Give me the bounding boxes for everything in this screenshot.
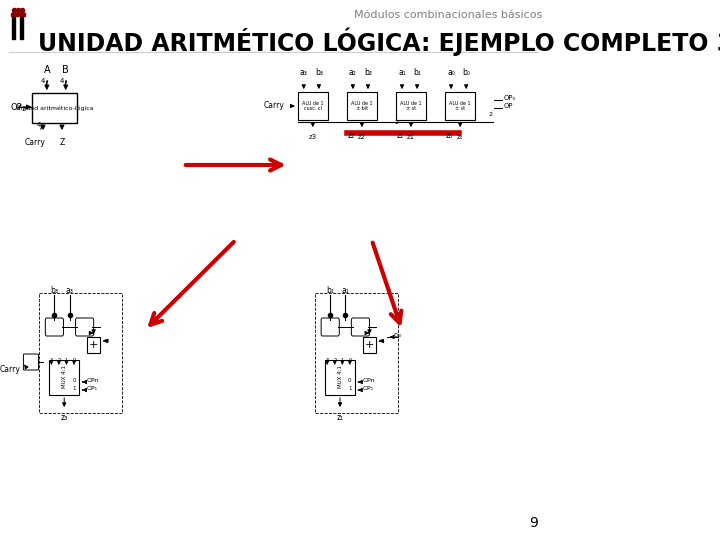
Text: B: B	[63, 65, 69, 75]
Bar	[347, 92, 377, 120]
Text: 2: 2	[22, 106, 26, 112]
Text: a₁: a₁	[398, 68, 406, 77]
Text: a₂: a₂	[349, 68, 357, 77]
Text: z₁: z₁	[336, 413, 343, 422]
Text: b₃: b₃	[315, 68, 323, 77]
Bar	[40, 293, 122, 413]
Text: 1: 1	[72, 386, 76, 391]
Text: Z: Z	[59, 138, 65, 147]
Text: 2: 2	[395, 120, 398, 125]
Bar	[12, 17, 15, 39]
Text: z3: z3	[309, 134, 317, 140]
Text: b₃: b₃	[50, 286, 58, 295]
Text: z₀: z₀	[457, 134, 464, 140]
Text: b₂: b₂	[364, 68, 372, 77]
Text: OPn: OPn	[87, 378, 99, 383]
Text: MUX 4:1: MUX 4:1	[62, 366, 67, 388]
Text: 0: 0	[73, 358, 76, 363]
Text: OP₁: OP₁	[87, 386, 98, 391]
Text: b₁: b₁	[413, 68, 421, 77]
Text: 2: 2	[58, 358, 60, 363]
Text: 1: 1	[348, 386, 351, 391]
Text: +: +	[89, 340, 99, 350]
Text: a₁: a₁	[341, 286, 349, 295]
Bar	[445, 92, 475, 120]
Text: 1: 1	[341, 358, 344, 363]
Text: z₂: z₂	[348, 131, 355, 140]
Text: b₁: b₁	[326, 286, 334, 295]
Text: a₃: a₃	[66, 286, 73, 295]
Text: 0: 0	[348, 378, 351, 383]
Text: OP₁: OP₁	[363, 386, 374, 391]
Text: Carry: Carry	[264, 102, 285, 111]
Text: z2: z2	[358, 134, 366, 140]
Text: 2: 2	[333, 358, 336, 363]
Text: Carry: Carry	[25, 138, 46, 147]
Text: 0: 0	[348, 358, 351, 363]
Bar	[19, 17, 22, 39]
Text: 0: 0	[72, 378, 76, 383]
Text: c₁: c₁	[379, 339, 385, 343]
Text: A: A	[43, 65, 50, 75]
Text: 3: 3	[50, 358, 53, 363]
Text: ALU de 1
± st: ALU de 1 ± st	[400, 100, 422, 111]
Text: z1: z1	[407, 134, 415, 140]
Text: 9: 9	[529, 516, 538, 530]
Bar	[32, 93, 77, 123]
Text: Módulos combinacionales básicos: Módulos combinacionales básicos	[354, 10, 543, 20]
Bar	[12, 13, 25, 16]
Text: a₀: a₀	[447, 68, 455, 77]
Bar	[325, 360, 355, 395]
Text: ALU de 1
± st: ALU de 1 ± st	[449, 100, 471, 111]
Bar	[297, 92, 328, 120]
Text: OP: OP	[11, 103, 22, 111]
Text: z₃: z₃	[60, 413, 68, 422]
Text: OP₀: OP₀	[504, 95, 516, 101]
Text: ALU de 1
cusc. cl: ALU de 1 cusc. cl	[302, 100, 323, 111]
Text: OP: OP	[504, 103, 513, 109]
Bar	[363, 337, 377, 353]
Text: Unidad aritmético-lógica: Unidad aritmético-lógica	[16, 105, 93, 111]
Text: c₍ᵢ₎: c₍ᵢ₎	[394, 332, 402, 338]
Text: Carry: Carry	[0, 366, 20, 375]
Text: MUX 4:1: MUX 4:1	[338, 366, 343, 388]
Text: 3: 3	[325, 358, 329, 363]
Text: a₃: a₃	[300, 68, 307, 77]
Text: +: +	[365, 340, 374, 350]
Text: 2: 2	[489, 112, 493, 117]
Text: 4: 4	[41, 78, 45, 84]
Text: ALU de 1
± bit: ALU de 1 ± bit	[351, 100, 373, 111]
Bar	[396, 92, 426, 120]
Text: 1: 1	[65, 358, 68, 363]
Text: 4: 4	[60, 78, 64, 84]
Text: z₀: z₀	[446, 131, 453, 140]
Text: OPn: OPn	[363, 378, 375, 383]
Text: z₁: z₁	[397, 131, 404, 140]
Bar	[315, 293, 398, 413]
Text: c₃: c₃	[104, 339, 109, 343]
Bar	[49, 360, 79, 395]
Text: b₀: b₀	[462, 68, 470, 77]
Text: 4: 4	[37, 122, 42, 128]
Bar	[87, 337, 101, 353]
Text: UNIDAD ARITMÉTICO LÓGICA: EJEMPLO COMPLETO 3: UNIDAD ARITMÉTICO LÓGICA: EJEMPLO COMPLE…	[37, 28, 720, 56]
